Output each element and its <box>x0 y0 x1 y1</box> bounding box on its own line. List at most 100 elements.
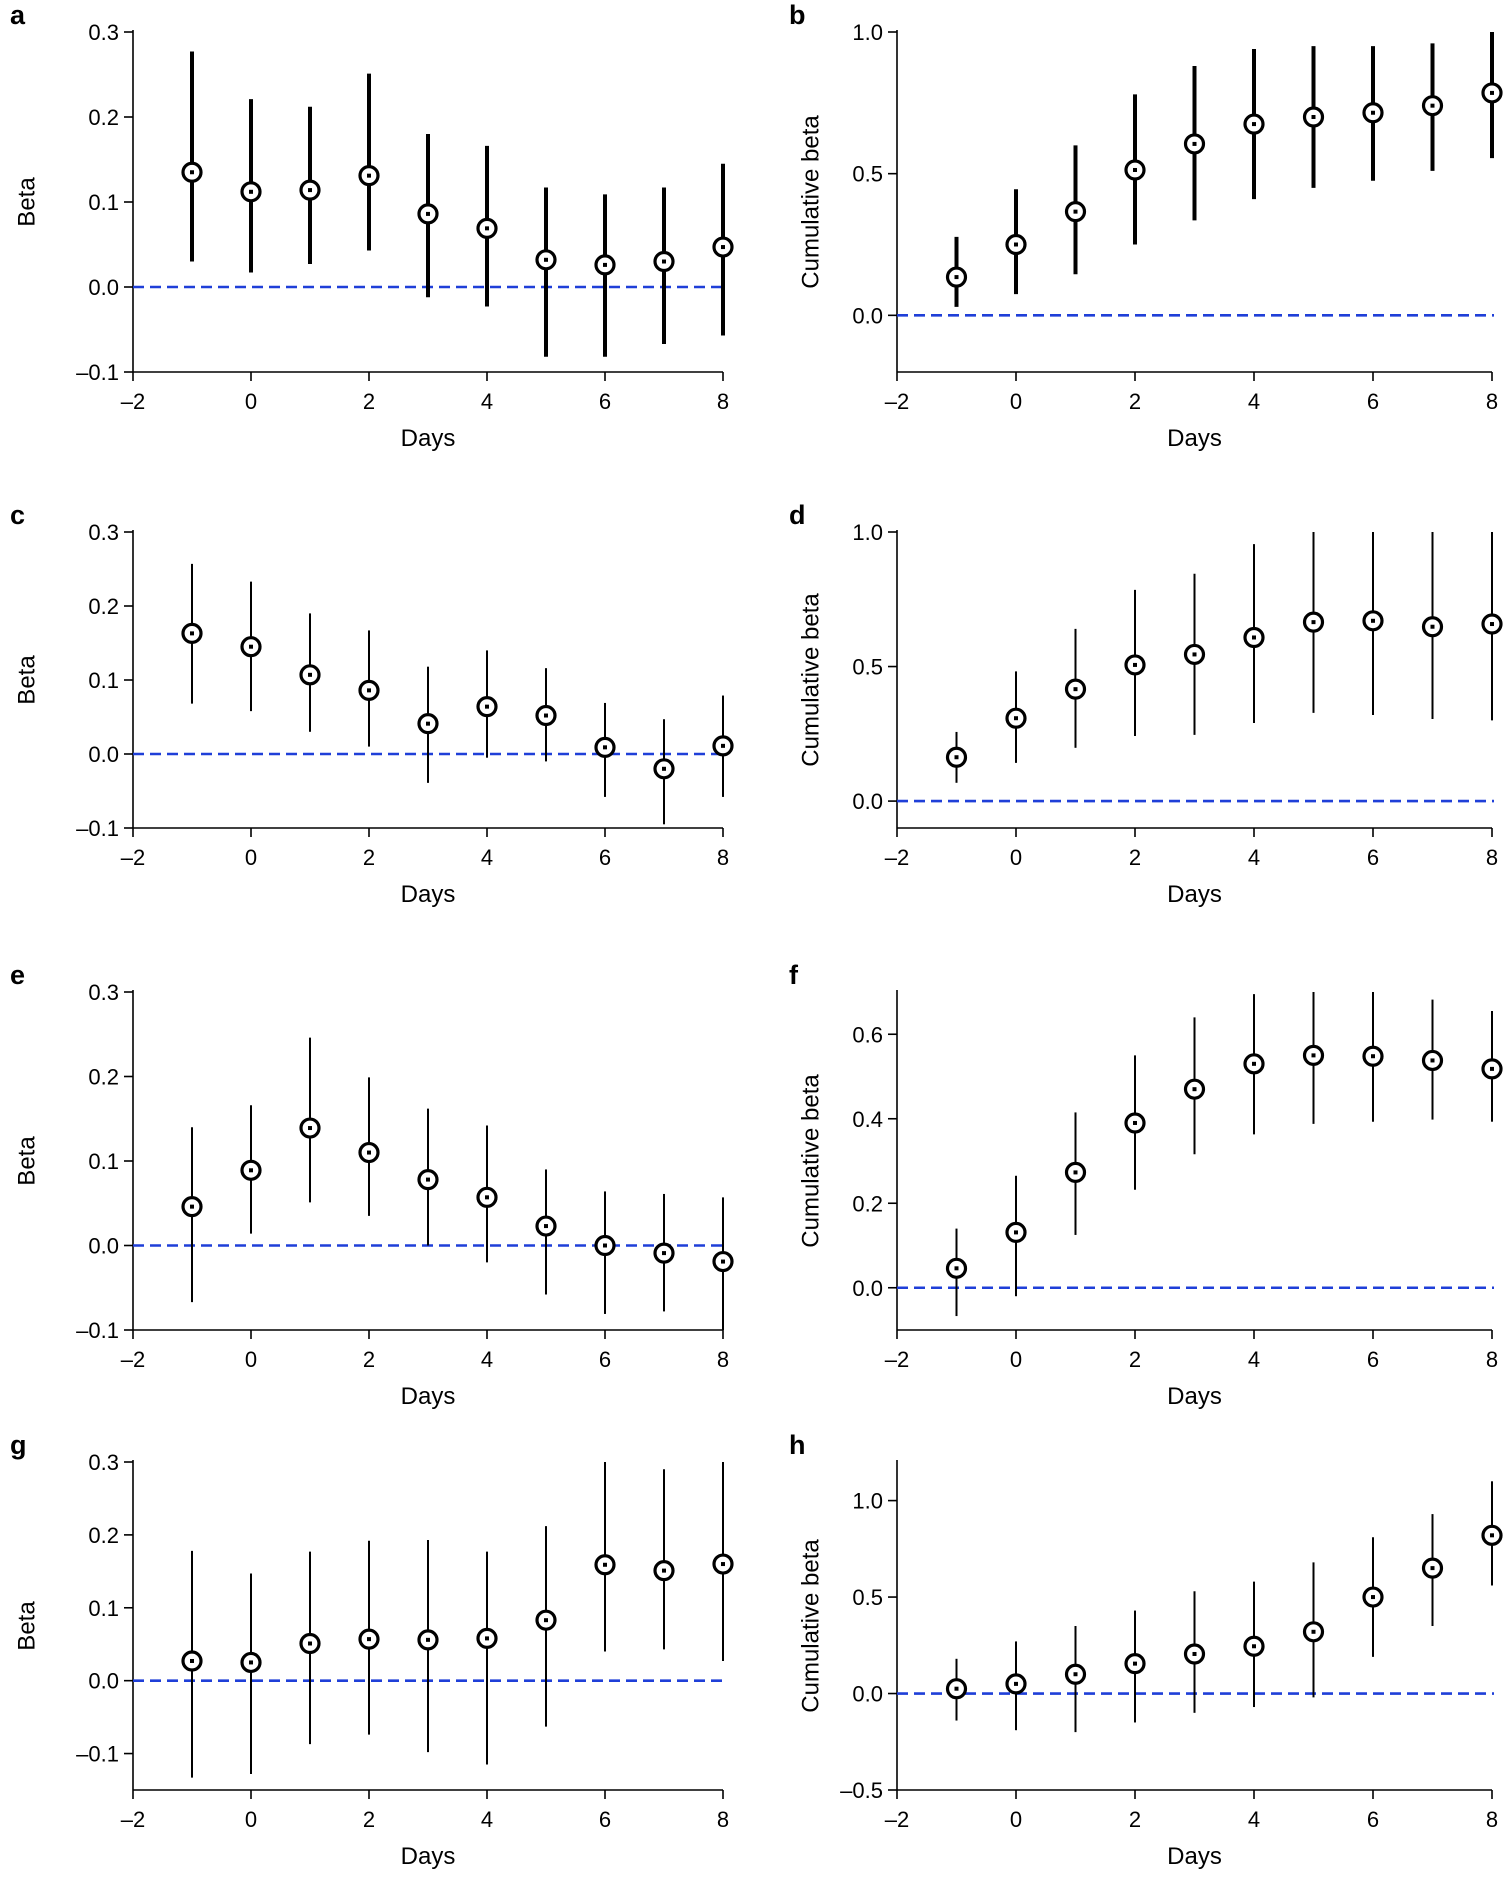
x-tick-label: 0 <box>245 845 257 870</box>
y-tick-label: 0.0 <box>852 1682 883 1707</box>
y-tick-label: 0.5 <box>852 162 883 187</box>
y-tick-label: 1.0 <box>852 20 883 45</box>
x-tick-label: 4 <box>481 1347 493 1372</box>
y-tick-label: 0.2 <box>852 1191 883 1216</box>
x-tick-label: 4 <box>481 845 493 870</box>
y-tick-label: 0.3 <box>88 1450 119 1475</box>
x-tick-label: 4 <box>1248 845 1260 870</box>
y-tick-label: 1.0 <box>852 1489 883 1514</box>
x-axis-title: Days <box>1167 425 1222 452</box>
y-tick-label: 0.1 <box>88 190 119 215</box>
x-axis-title: Days <box>1167 1843 1222 1870</box>
x-axis-title: Days <box>401 881 456 908</box>
x-tick-label: 6 <box>1367 389 1379 414</box>
y-tick-label: –0.1 <box>76 360 119 385</box>
data-point-center <box>249 189 253 194</box>
data-point-center <box>367 1150 371 1155</box>
y-axis-title: Beta <box>13 655 40 705</box>
x-tick-label: –2 <box>121 845 145 870</box>
data-point-center <box>954 1266 959 1271</box>
y-tick-label: 0.1 <box>88 668 119 693</box>
y-tick-label: 0.2 <box>88 105 119 130</box>
x-axis-title: Days <box>401 1383 456 1410</box>
data-point-center <box>426 211 430 216</box>
data-point-center <box>249 644 253 649</box>
data-point-center <box>721 1562 725 1567</box>
data-point-center <box>1311 620 1316 625</box>
y-tick-label: 0.3 <box>88 520 119 545</box>
data-point-center <box>1430 103 1435 108</box>
data-point-center <box>308 1641 312 1646</box>
data-point-center <box>1014 1230 1018 1235</box>
data-point-center <box>1192 1651 1197 1656</box>
x-tick-label: 0 <box>245 389 257 414</box>
y-tick-label: 1.0 <box>852 520 883 545</box>
data-point-center <box>249 1660 253 1665</box>
x-tick-label: 6 <box>1367 1807 1379 1832</box>
x-tick-label: 0 <box>245 1347 257 1372</box>
data-point-center <box>603 1243 607 1248</box>
y-tick-label: 0.2 <box>88 1065 119 1090</box>
panel-letter: c <box>10 500 25 530</box>
y-tick-label: 0.0 <box>88 275 119 300</box>
data-point-center <box>1252 1061 1256 1066</box>
data-point-center <box>544 257 548 262</box>
panel-d: d 0.0 0.5 1.0 –2 0 2 4 6 8 Days Cumulative beta <box>789 500 1503 908</box>
data-point-center <box>1073 209 1078 214</box>
y-tick-label: 0.1 <box>88 1149 119 1174</box>
y-tick-label: 0.0 <box>852 303 883 328</box>
x-tick-label: 6 <box>599 389 611 414</box>
panel-g: g –0.1 0.0 0.1 0.2 0.3 –2 0 2 4 6 8 Days Beta <box>10 1430 734 1870</box>
data-point-center <box>662 1568 666 1573</box>
data-point-center <box>721 743 725 748</box>
data-point-center <box>1192 1087 1197 1092</box>
y-tick-label: 0.1 <box>88 1596 119 1621</box>
data-point-center <box>485 1636 489 1641</box>
y-axis-title: Cumulative beta <box>797 115 824 289</box>
x-tick-label: –2 <box>885 1807 909 1832</box>
panel-letter: h <box>789 1430 806 1460</box>
x-axis-title: Days <box>401 425 456 452</box>
data-point-center <box>954 755 959 760</box>
data-point-center <box>1430 1566 1435 1571</box>
x-tick-label: 6 <box>599 1347 611 1372</box>
x-tick-label: –2 <box>121 1807 145 1832</box>
data-point-center <box>1014 716 1018 721</box>
data-point-center <box>1430 1058 1435 1063</box>
data-point-center <box>190 170 194 175</box>
data-point-center <box>190 1204 194 1209</box>
y-tick-label: 0.2 <box>88 594 119 619</box>
data-point-center <box>426 1177 430 1182</box>
x-tick-label: –2 <box>885 1347 909 1372</box>
y-tick-label: –0.1 <box>76 1318 119 1343</box>
x-tick-label: –2 <box>885 389 909 414</box>
panel-letter: d <box>789 500 806 530</box>
x-tick-label: 4 <box>1248 389 1260 414</box>
panel-a: a –0.1 0.0 0.1 0.2 0.3 –2 0 2 4 6 8 Days Beta <box>10 0 734 452</box>
data-point-center <box>1311 1629 1316 1634</box>
x-tick-label: 2 <box>363 845 375 870</box>
data-point-center <box>1311 115 1316 119</box>
data-point-center <box>1252 122 1256 127</box>
data-point-center <box>1371 618 1375 623</box>
x-tick-label: 4 <box>1248 1347 1260 1372</box>
x-tick-label: 4 <box>481 1807 493 1832</box>
data-point-center <box>544 1224 548 1229</box>
data-point-center <box>1014 1681 1018 1686</box>
data-point-center <box>485 226 489 231</box>
data-point-center <box>1073 1170 1078 1175</box>
y-tick-label: 0.5 <box>852 655 883 680</box>
data-point-center <box>1252 635 1256 640</box>
x-tick-label: 4 <box>1248 1807 1260 1832</box>
data-point-center <box>662 1251 666 1256</box>
data-point-center <box>662 766 666 771</box>
x-tick-label: 6 <box>1367 1347 1379 1372</box>
data-point-center <box>1014 242 1018 247</box>
data-point-center <box>721 1259 725 1264</box>
data-point-center <box>662 259 666 264</box>
data-point-center <box>954 1686 959 1691</box>
data-point-center <box>426 1637 430 1642</box>
panel-e: e –0.1 0.0 0.1 0.2 0.3 –2 0 2 4 6 8 Days Beta <box>10 960 734 1410</box>
y-tick-label: –0.1 <box>76 816 119 841</box>
